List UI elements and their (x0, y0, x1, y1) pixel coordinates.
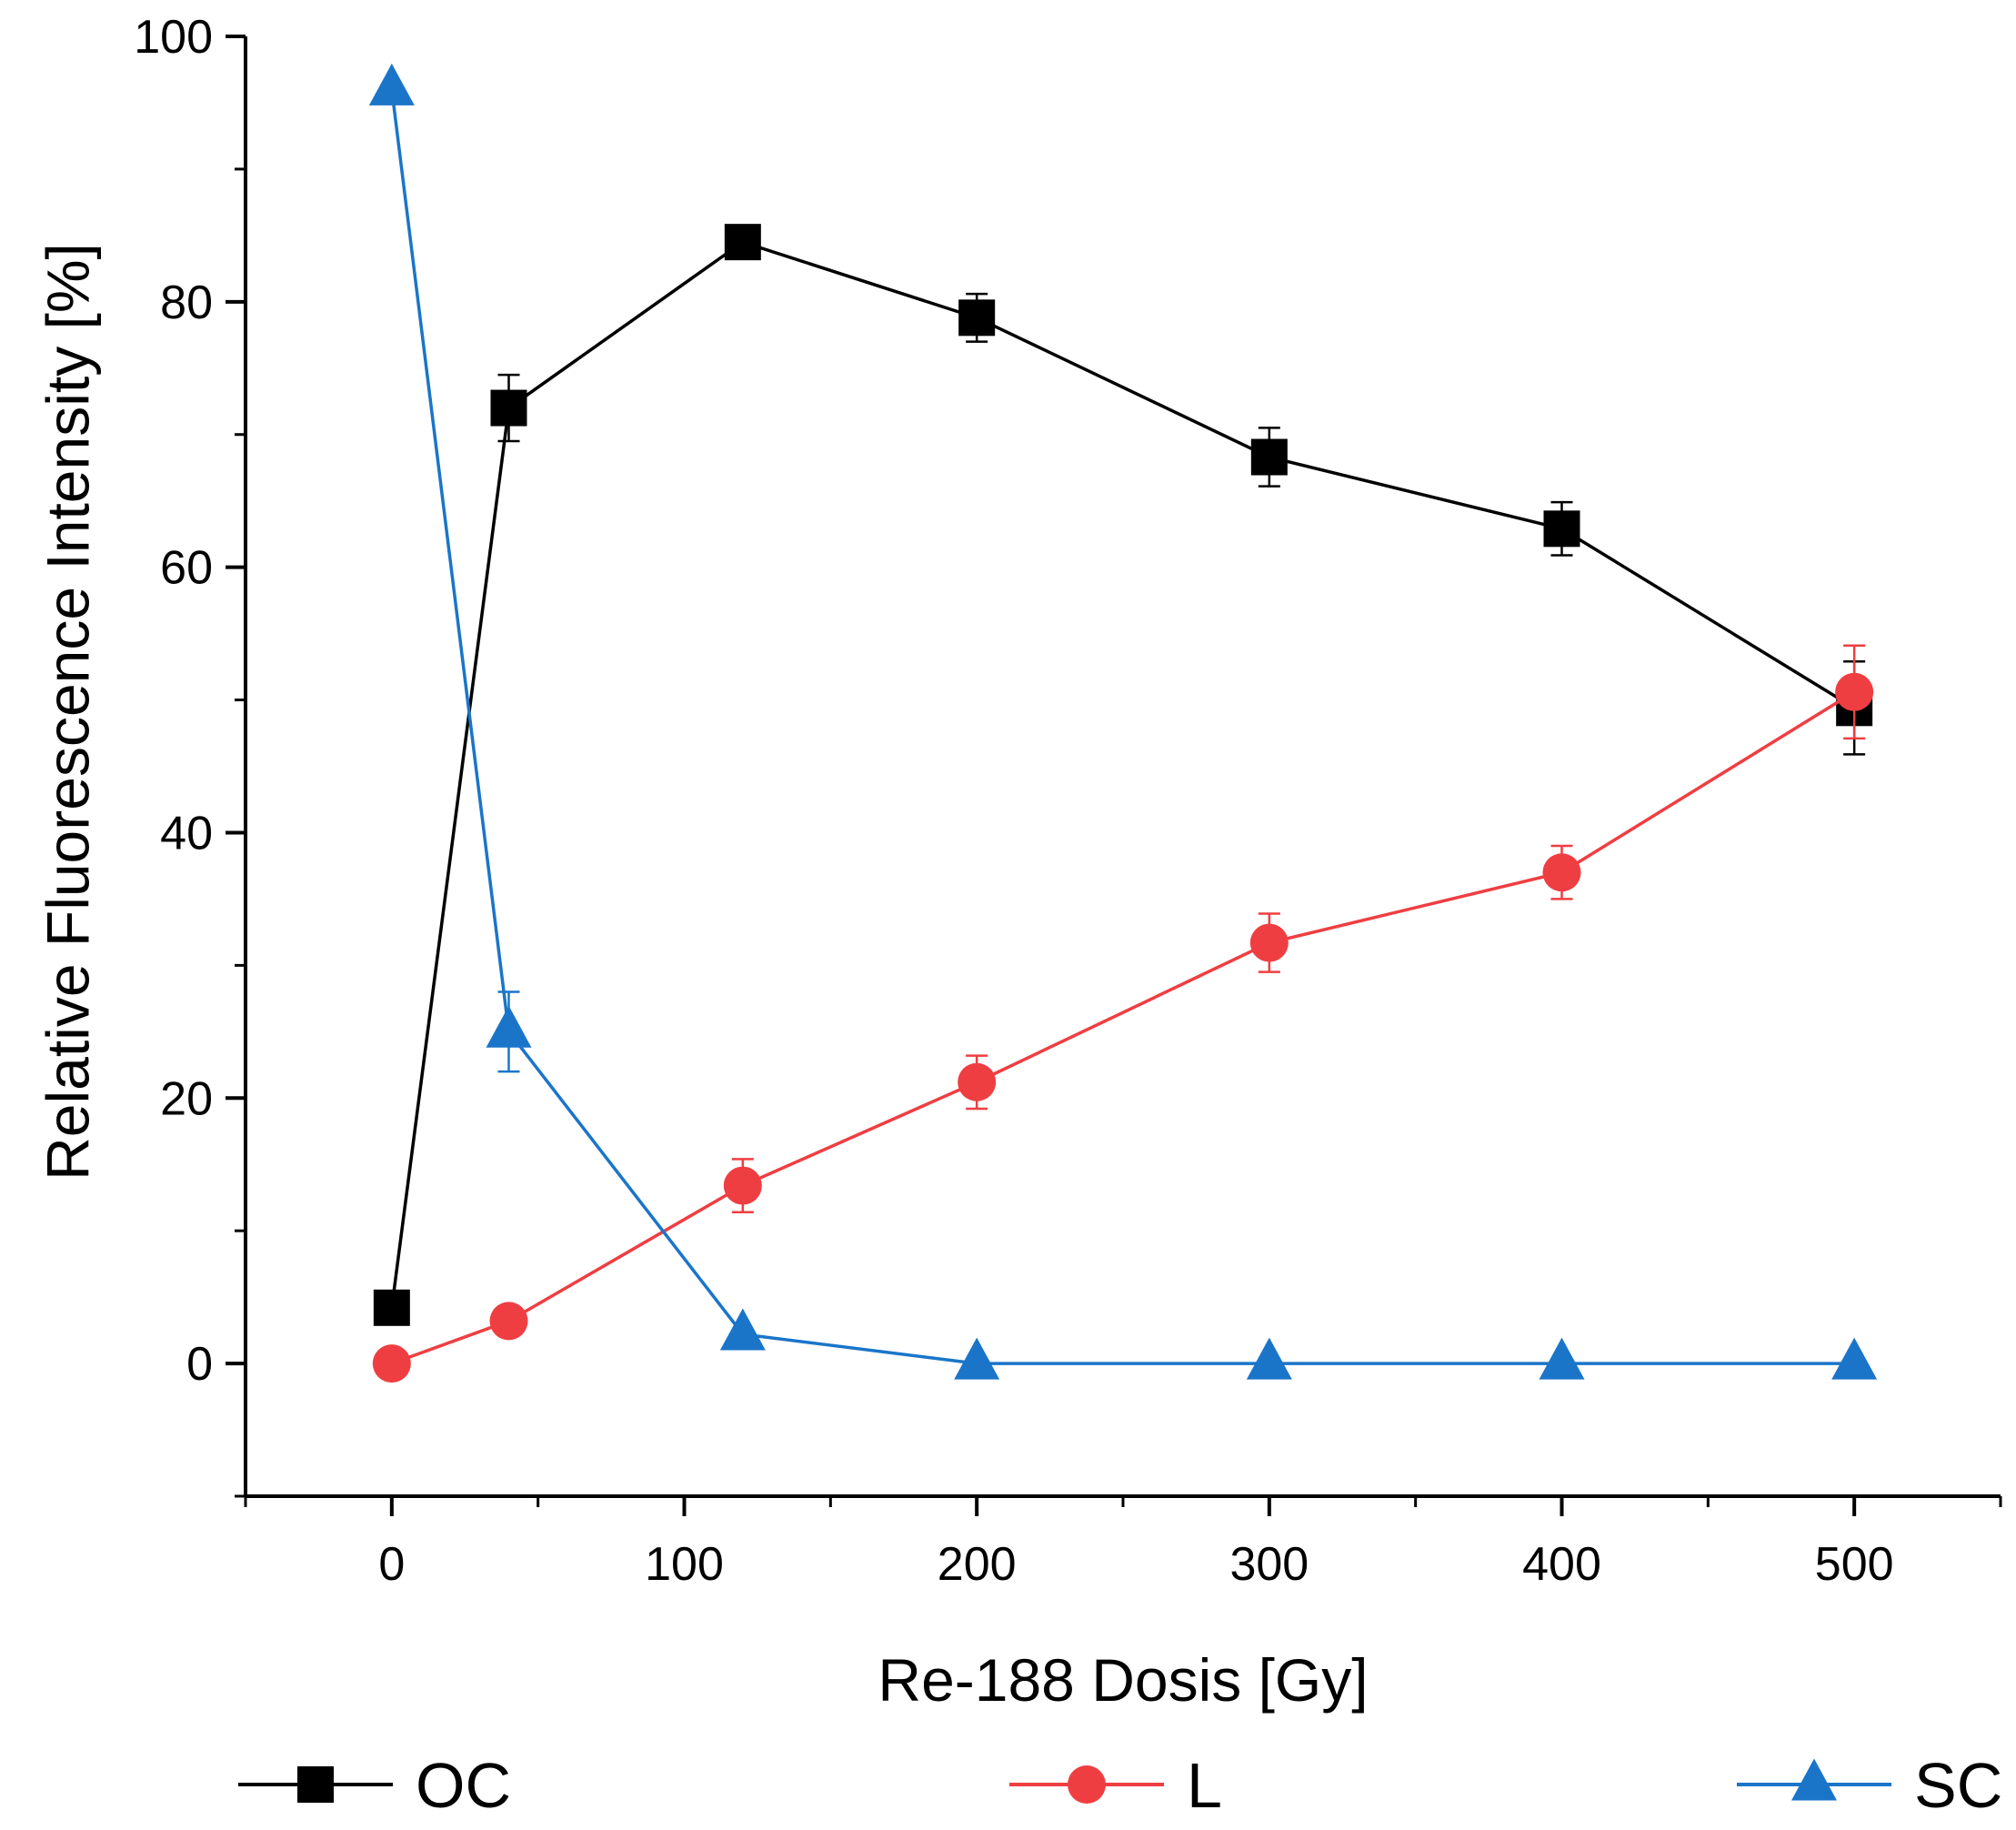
data-point-l (489, 1302, 528, 1341)
legend-item-l: L (1009, 1750, 1222, 1821)
y-tick-label: 40 (160, 807, 213, 860)
series-line-sc (390, 89, 1855, 1365)
y-tick-label: 100 (134, 11, 213, 64)
legend-marker (1791, 1758, 1837, 1801)
data-point-oc (1543, 510, 1580, 548)
legend-marker (297, 1766, 334, 1803)
data-point-l (1835, 672, 1874, 711)
legend-marker (1068, 1765, 1106, 1804)
x-axis-title: Re-188 Dosis [Gy] (878, 1646, 1368, 1714)
data-point-oc (1250, 438, 1288, 476)
data-point-l (958, 1062, 997, 1101)
x-tick-label: 500 (1815, 1538, 1894, 1591)
axes (226, 35, 2002, 1516)
legend-label: SC (1914, 1750, 2002, 1821)
series-sc (368, 63, 1878, 1380)
x-tick-label: 300 (1229, 1538, 1309, 1591)
data-point-l (1542, 853, 1581, 892)
y-axis-title: Relative Fluorescence Intensity [%] (34, 243, 101, 1181)
series-l (372, 644, 1874, 1383)
data-point-l (1249, 923, 1289, 962)
series-line-oc (390, 240, 1856, 1309)
y-tick-label: 0 (186, 1338, 213, 1391)
series-line-l (391, 690, 1856, 1365)
legend: OC L SC (238, 1750, 2002, 1821)
legend-label: L (1187, 1750, 1222, 1821)
data-point-oc (490, 389, 527, 427)
data-point-sc (486, 1005, 532, 1048)
data-point-sc (1831, 1337, 1878, 1380)
data-point-sc (1539, 1337, 1585, 1380)
data-point-oc (373, 1289, 410, 1326)
y-tick-label: 80 (160, 277, 213, 329)
data-point-oc (958, 299, 996, 337)
y-tick-label: 20 (160, 1072, 213, 1125)
series-layer (368, 63, 1878, 1383)
x-tick-label: 400 (1522, 1538, 1601, 1591)
tick-labels: 0 20 40 60 80 100 0 100 200 300 400 500 (134, 11, 1893, 1591)
data-point-sc (368, 63, 415, 106)
data-point-oc (724, 224, 761, 261)
legend-item-sc: SC (1737, 1750, 2002, 1821)
x-tick-label: 0 (378, 1538, 405, 1591)
data-point-sc (954, 1337, 1000, 1380)
data-point-l (372, 1344, 411, 1383)
data-point-l (723, 1166, 762, 1205)
x-tick-label: 200 (938, 1538, 1017, 1591)
x-tick-label: 100 (645, 1538, 724, 1591)
series-oc (373, 224, 1873, 1326)
data-point-sc (719, 1308, 766, 1351)
legend-label: OC (416, 1750, 511, 1821)
legend-item-oc: OC (238, 1750, 511, 1821)
data-point-sc (1246, 1337, 1292, 1380)
y-tick-label: 60 (160, 542, 213, 595)
